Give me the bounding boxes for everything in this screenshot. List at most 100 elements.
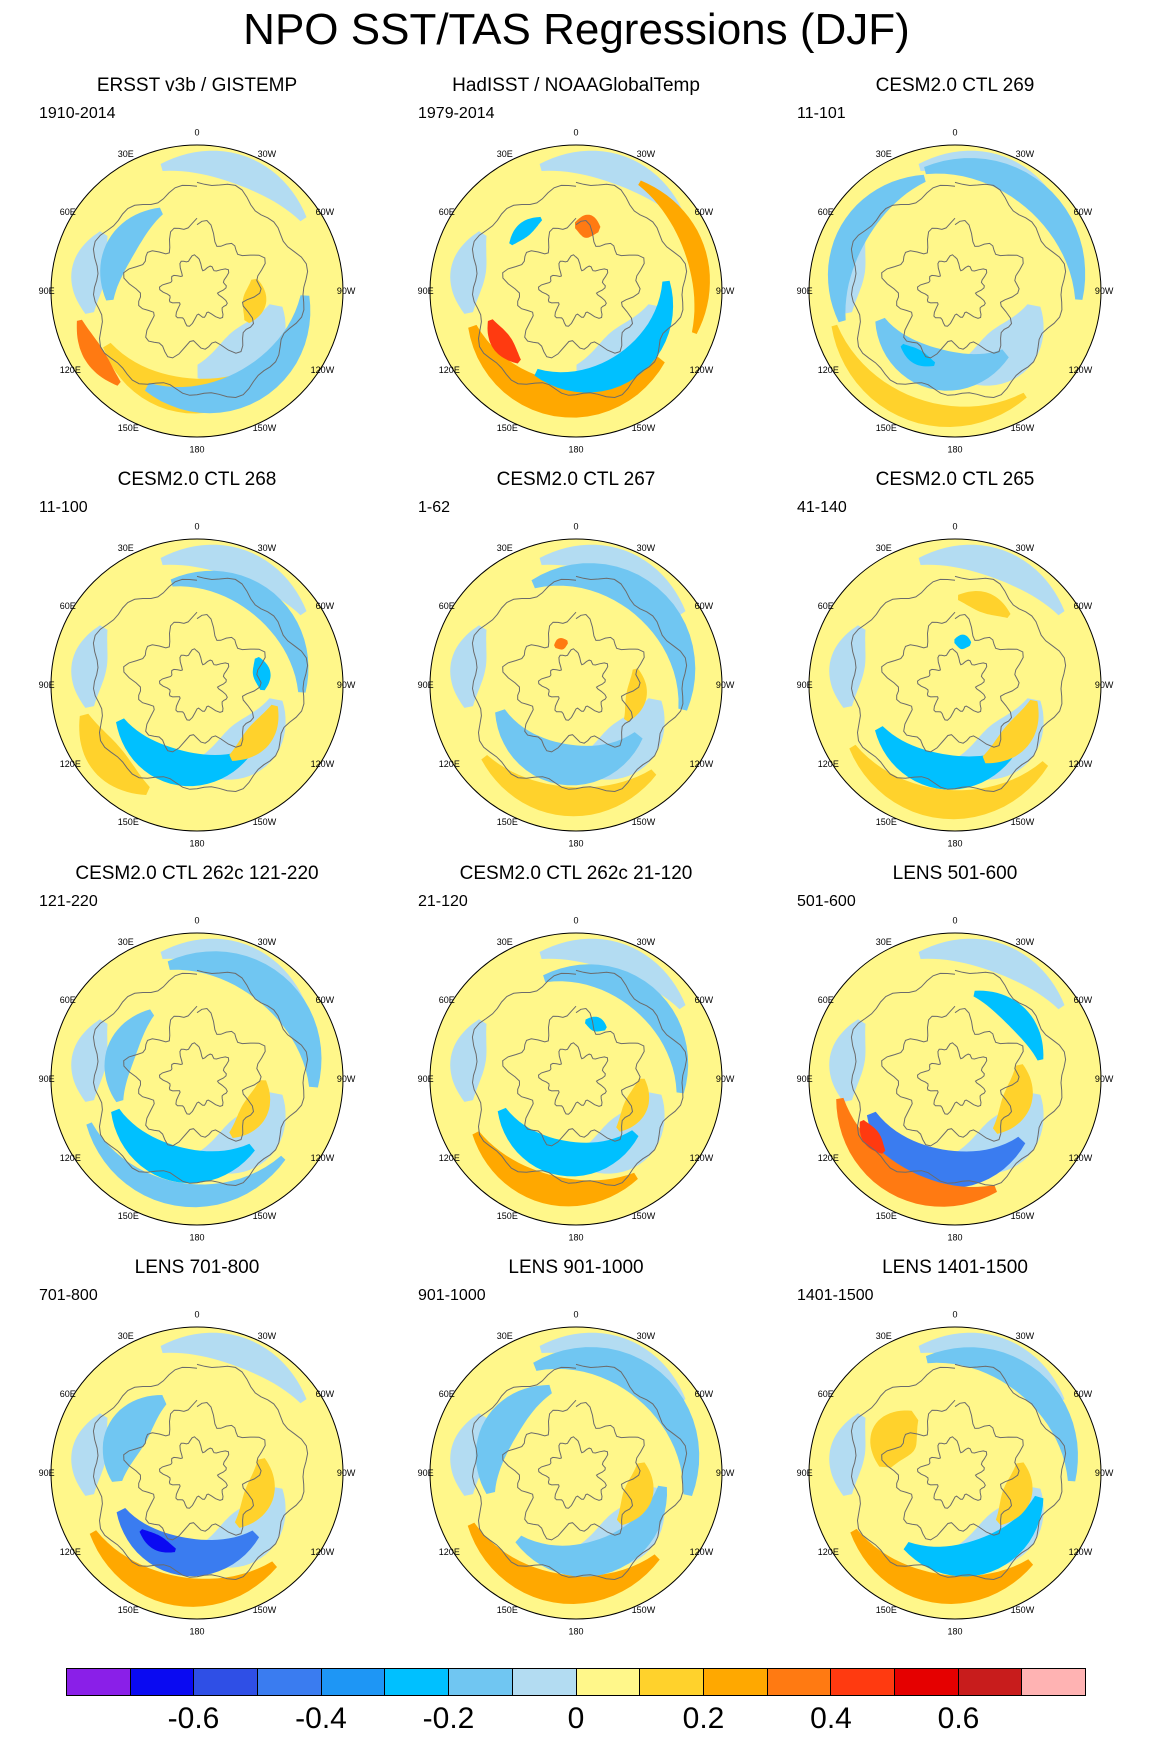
main-title: NPO SST/TAS Regressions (DJF) — [243, 5, 910, 54]
panel: LENS 1401-1500 1401-1500 180 150E 120E 90E 6… — [763, 1256, 1147, 1650]
longitude-label: 120E — [439, 1547, 460, 1557]
longitude-label: 150W — [1011, 1211, 1035, 1221]
panel-title: LENS 501-600 — [892, 863, 1018, 884]
longitude-label: 30E — [497, 543, 513, 553]
panel: LENS 501-600 501-600 180 150E 120E 90E 60E 30… — [763, 862, 1147, 1256]
map-field — [51, 145, 343, 437]
longitude-label: 90E — [39, 680, 55, 690]
longitude-label: 120W — [1069, 1547, 1093, 1557]
longitude-label: 150E — [876, 1605, 897, 1615]
longitude-label: 120W — [311, 1547, 335, 1557]
longitude-label: 30W — [258, 937, 277, 947]
panel-title: LENS 701-800 — [134, 1257, 260, 1278]
longitude-label: 60E — [818, 601, 834, 611]
coastline — [850, 969, 1067, 1187]
longitude-label: 120W — [311, 365, 335, 375]
field-anomaly-pos4 — [859, 1120, 886, 1154]
field-anomaly-neg1 — [515, 1485, 667, 1577]
longitude-label: 0 — [952, 916, 957, 926]
field-anomaly-neg1 — [925, 1347, 1078, 1482]
coastline — [537, 254, 609, 327]
field-anomaly-neg1 — [167, 951, 322, 1088]
longitude-label: 0 — [573, 916, 578, 926]
longitude-label: 120W — [690, 1153, 714, 1163]
longitude-label: 90W — [1095, 1468, 1114, 1478]
field-anomaly-neg2 — [252, 657, 271, 691]
colorbar-label: -0.2 — [422, 1702, 475, 1735]
field-region-neg — [71, 1413, 108, 1496]
longitude-label: 30E — [118, 937, 134, 947]
coastlines — [92, 969, 309, 1187]
longitude-label: 0 — [573, 1310, 578, 1320]
longitude-label: 90W — [716, 680, 735, 690]
field-anomaly-pos1 — [229, 1080, 271, 1138]
field-anomaly-pos4 — [487, 319, 521, 364]
longitude-label: 30W — [258, 149, 277, 159]
longitude-label: 60E — [439, 207, 455, 217]
coastline — [537, 648, 609, 721]
panel-title: CESM2.0 CTL 268 — [117, 469, 277, 490]
coastlines — [471, 575, 688, 793]
coastline — [123, 1005, 266, 1147]
field-anomaly-pos1 — [995, 1462, 1033, 1526]
field-anomaly-neg1 — [827, 174, 926, 323]
colorbar-labels: -0.6 -0.4 -0.2 0 0.2 0.4 0.6 — [66, 1700, 1086, 1740]
coastlines — [471, 181, 688, 399]
field-anomaly-neg2 — [954, 634, 972, 650]
field-region-neg — [71, 625, 108, 708]
panel-title: ERSST v3b / GISTEMP — [96, 75, 298, 96]
field-anomaly-neg2 — [973, 990, 1044, 1061]
coastline — [502, 1005, 645, 1147]
longitude-label: 60E — [60, 601, 76, 611]
field-anomaly-neg2 — [111, 1108, 255, 1184]
longitude-label: 60W — [316, 601, 335, 611]
map-border — [808, 932, 1102, 1226]
field-anomaly-pos1 — [870, 1410, 919, 1468]
panel-period: 21-120 — [418, 893, 468, 910]
longitude-label: 60W — [695, 1389, 714, 1399]
longitude-label: 60E — [60, 1389, 76, 1399]
longitude-label: 90E — [39, 1468, 55, 1478]
longitude-label: 120E — [439, 1153, 460, 1163]
longitude-label: 90W — [337, 1468, 356, 1478]
field-region-neg — [160, 150, 307, 222]
map-field — [809, 145, 1101, 437]
longitude-label: 60W — [316, 207, 335, 217]
colorbar-box — [831, 1669, 895, 1695]
polar-map: 180 150E 120E 90E 60E 30E 0 30W 60W 90W 120W 150W — [797, 1310, 1114, 1637]
longitude-label: 180 — [568, 838, 583, 848]
coastlines — [850, 181, 1067, 399]
panel-period: 1910-2014 — [39, 105, 116, 122]
longitude-label: 150E — [876, 817, 897, 827]
panel: CESM2.0 CTL 269 11-101 180 150E 120E 90E 60E… — [763, 74, 1147, 468]
map-field — [51, 539, 343, 831]
longitude-label: 60W — [1074, 601, 1093, 611]
longitude-label: 30W — [1016, 149, 1035, 159]
panel: CESM2.0 CTL 262c 21-120 21-120 180 150E 12… — [384, 862, 768, 1256]
longitude-label: 150E — [876, 423, 897, 433]
panel: ERSST v3b / GISTEMP 1910-2014 180 150E 120… — [5, 74, 389, 468]
coastlines — [850, 969, 1067, 1187]
map-border — [50, 1326, 344, 1620]
longitude-label: 120W — [690, 1547, 714, 1557]
field-anomaly-pos1 — [849, 744, 1049, 820]
longitude-label: 90W — [1095, 1074, 1114, 1084]
field-region-neg — [450, 625, 487, 708]
colorbar-box — [894, 1669, 959, 1695]
longitude-label: 180 — [189, 1232, 204, 1242]
field-region-neg — [160, 544, 307, 616]
longitude-label: 180 — [947, 444, 962, 454]
longitude-label: 150W — [253, 1211, 277, 1221]
field-anomaly-neg1 — [533, 1347, 700, 1496]
coastline — [158, 254, 230, 327]
longitude-label: 0 — [952, 128, 957, 138]
longitude-label: 0 — [573, 522, 578, 532]
field-anomaly-neg2 — [509, 216, 543, 246]
longitude-label: 120W — [690, 365, 714, 375]
longitude-label: 150W — [1011, 423, 1035, 433]
field-anomaly-pos3 — [76, 319, 121, 386]
coastline — [881, 1005, 1024, 1147]
field-anomaly-neg2 — [875, 726, 1015, 790]
coastline — [471, 575, 688, 793]
map-field — [809, 933, 1101, 1225]
